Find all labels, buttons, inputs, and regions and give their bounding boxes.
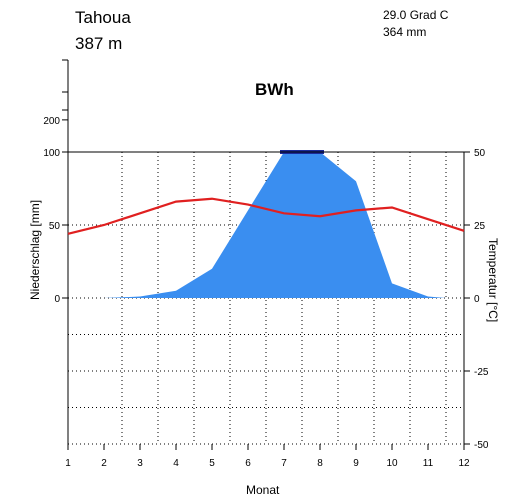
- x-axis-tick-label: 10: [386, 458, 398, 469]
- x-axis-tick-label: 3: [137, 458, 143, 469]
- left-axis-tick-label: 200: [43, 116, 60, 127]
- x-axis-tick-label: 1: [65, 458, 71, 469]
- right-axis-tick-label: -25: [474, 367, 489, 378]
- x-axis-tick-label: 7: [281, 458, 287, 469]
- x-axis-tick-label: 4: [173, 458, 179, 469]
- precipitation-area: [104, 152, 446, 298]
- temperature-line: [67, 197, 465, 235]
- right-axis-tick-label: 25: [474, 221, 486, 232]
- x-axis-tick-label: 2: [101, 458, 107, 469]
- left-axis-tick-label: 100: [43, 148, 60, 159]
- annual-precipitation: 364 mm: [383, 25, 427, 39]
- left-axis-tick-label: 50: [49, 221, 61, 232]
- x-axis-tick-label: 9: [353, 458, 359, 469]
- mean-temperature: 29.0 Grad C: [383, 8, 449, 22]
- x-axis-label: Monat: [246, 483, 280, 497]
- chart-title: BWh: [255, 80, 294, 99]
- x-axis-tick-label: 6: [245, 458, 251, 469]
- right-axis-tick-label: -50: [474, 440, 489, 451]
- x-axis-tick-label: 11: [423, 458, 434, 469]
- x-axis-tick-label: 12: [458, 458, 470, 469]
- station-name: Tahoua: [75, 8, 131, 27]
- x-axis-tick-label: 8: [317, 458, 323, 469]
- left-axis-tick-label: 0: [54, 294, 60, 305]
- right-axis-tick-label: 0: [474, 294, 480, 305]
- x-axis-tick-label: 5: [209, 458, 215, 469]
- station-elevation: 387 m: [75, 34, 123, 53]
- right-axis-tick-label: 50: [474, 148, 486, 159]
